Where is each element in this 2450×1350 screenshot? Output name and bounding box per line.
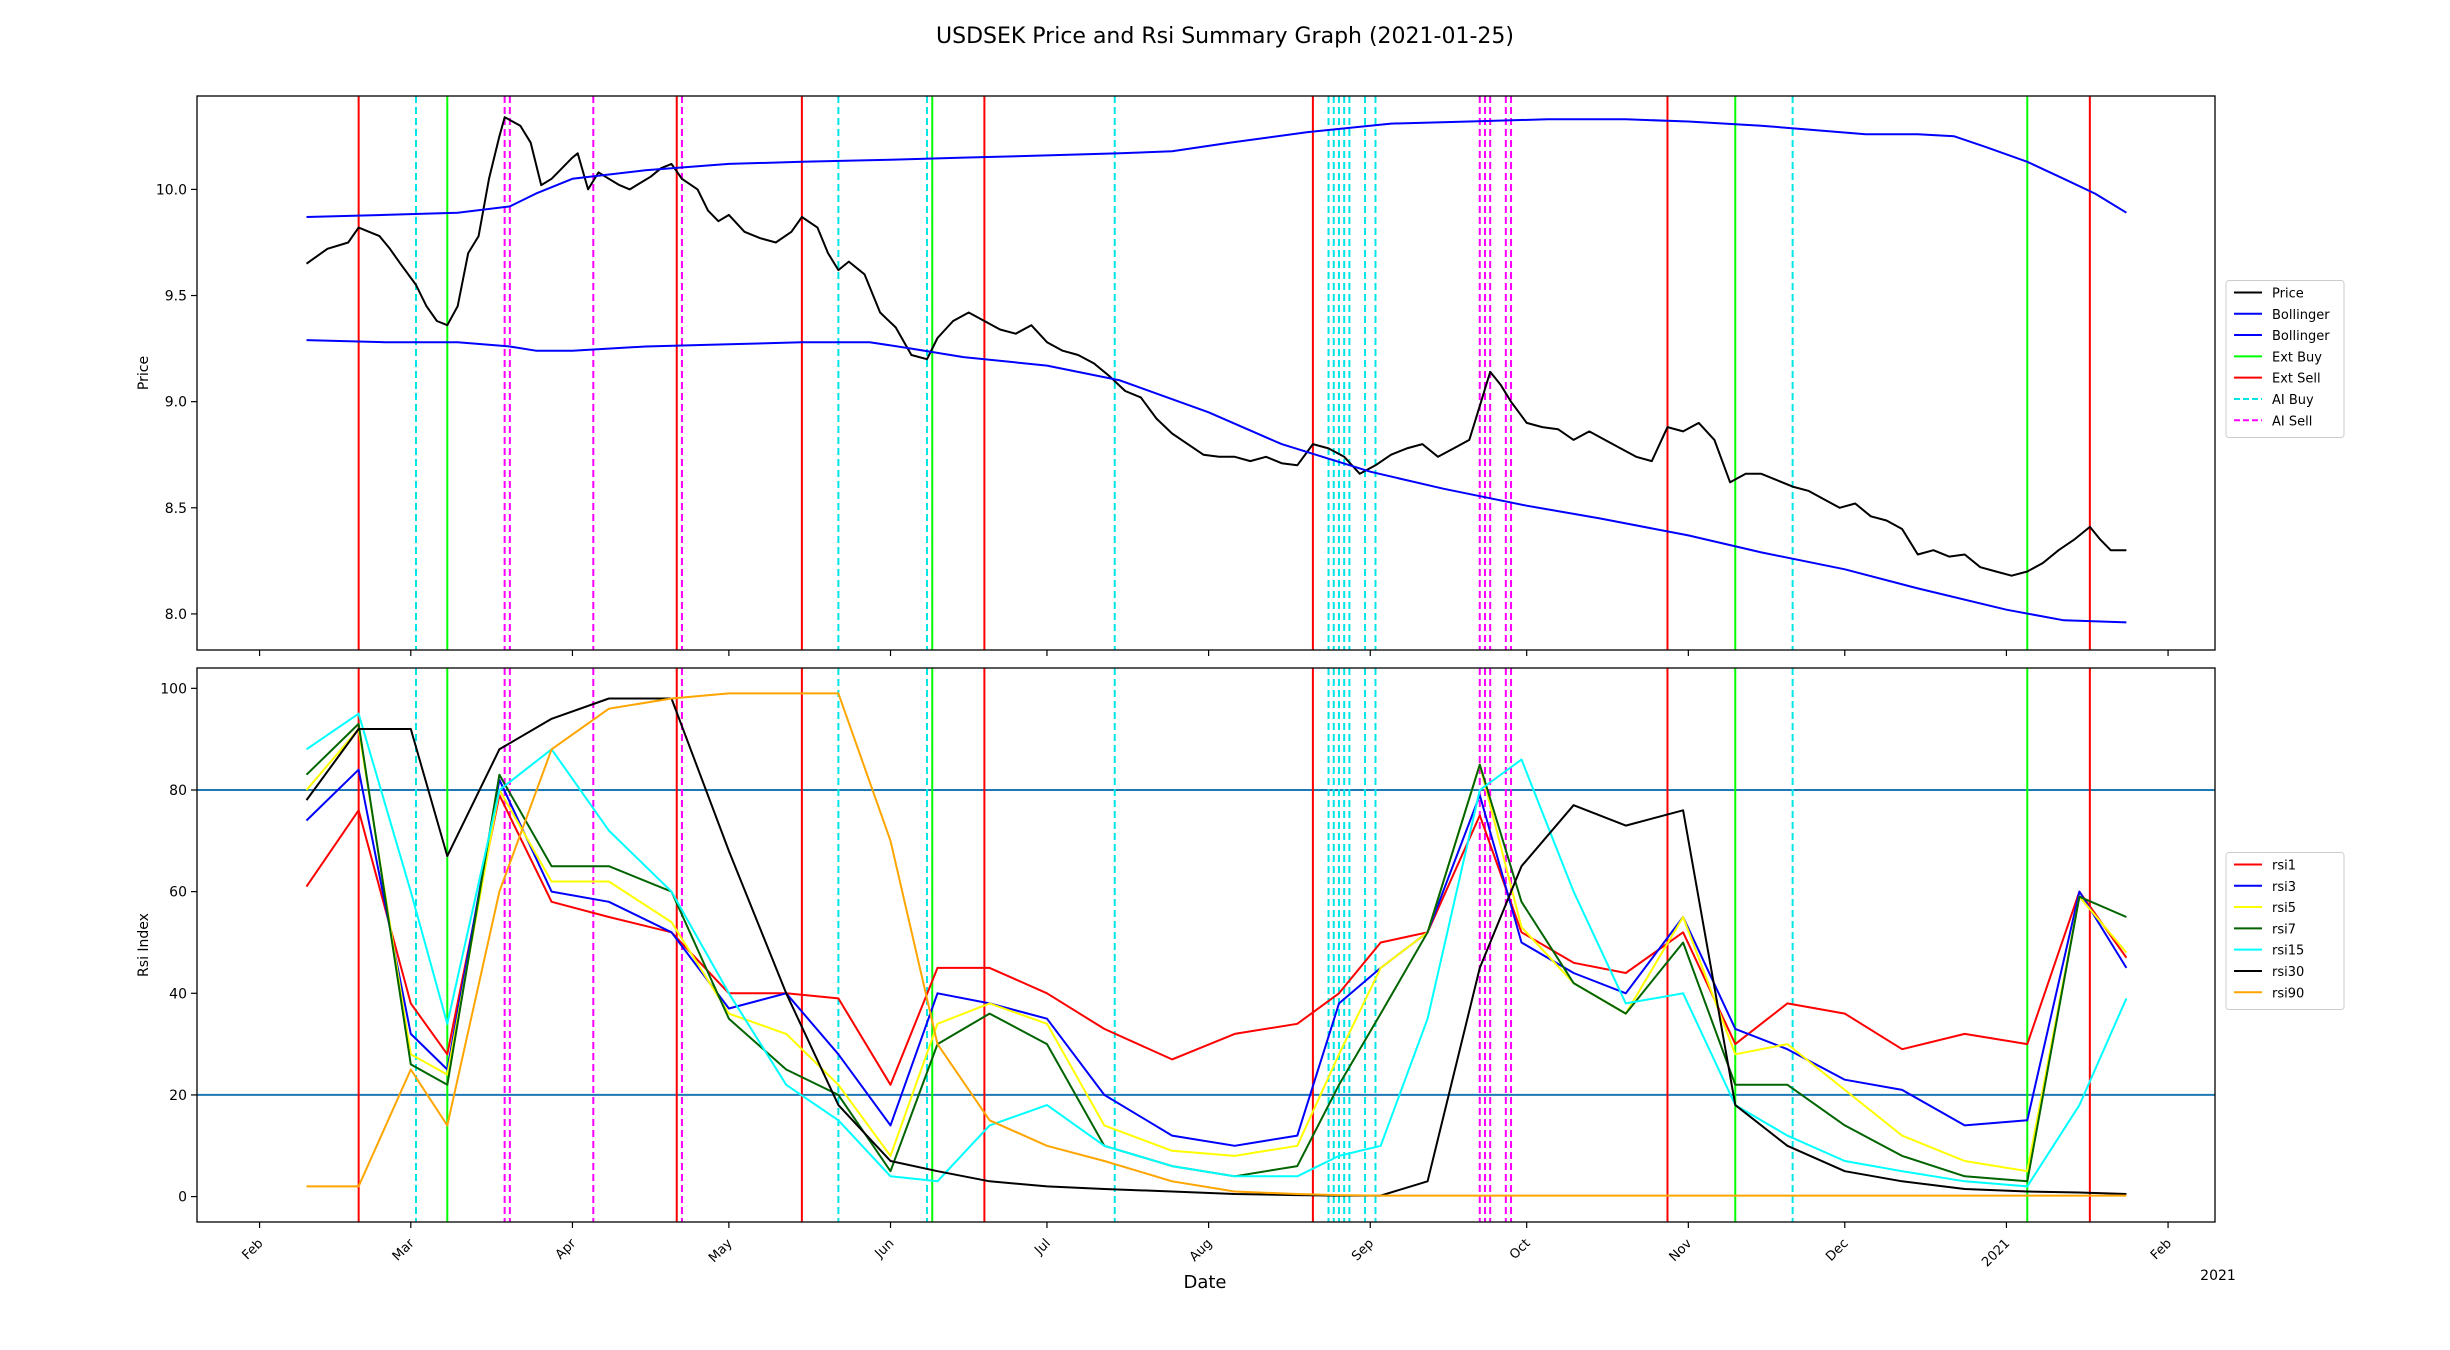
series-rsi5-line [305,728,2128,1173]
legend-entry: Bollinger [2272,308,2330,323]
y-tick-label: 100 [160,681,187,697]
legend-entry: AI Sell [2272,414,2312,429]
y-axis-label: Rsi Index [136,913,152,977]
legend-entry: Ext Buy [2272,350,2322,365]
y-tick-label: 60 [169,885,187,901]
legend-entry: rsi30 [2272,965,2304,980]
y-tick-label: 8.0 [165,607,187,623]
y-tick-label: 8.5 [165,501,187,517]
x-axis-label: Date [1183,1272,1226,1293]
legend-entry: rsi5 [2272,901,2296,916]
year-offset-label: 2021 [2200,1268,2236,1284]
legend-entry: rsi7 [2272,922,2296,937]
legend: Price Bollinger Bollinger Ext Buy Ext Sell AI… [2225,279,2345,439]
legend-entry: rsi1 [2272,858,2296,873]
series-bollinger-line [306,339,2127,624]
y-tick-label: 20 [169,1088,187,1104]
panel-price: 8.0 8.5 9.0 9.5 10.0 Price Price Bollinger Bolli… [136,95,2345,656]
series-bollinger-line [306,118,2127,218]
series-rsi30-line [305,697,2127,1197]
axes-frame [196,95,2216,651]
series-rsi90-line [306,692,2127,1197]
plot-area [305,96,2127,650]
series-rsi1-line [305,794,2128,1086]
legend-entry: Bollinger [2272,329,2330,344]
y-tick-label: 40 [169,986,187,1002]
y-tick-label: 10.0 [156,182,187,198]
plot-area [197,668,2215,1222]
y-axis-label: Price [136,356,152,390]
legend-entry: Price [2272,286,2304,301]
legend-entry: rsi15 [2272,944,2304,959]
legend-entry: AI Buy [2272,393,2314,408]
y-tick-label: 9.0 [165,395,187,411]
legend: rsi1 rsi3 rsi5 rsi7 rsi15 rsi30 rsi90 [2225,851,2345,1011]
axes-frame [196,667,2216,1223]
legend-entry: rsi3 [2272,880,2296,895]
y-tick-label: 0 [178,1190,187,1206]
y-tick-label: 9.5 [165,289,187,305]
legend-entry: rsi90 [2272,986,2304,1001]
figure-title: USDSEK Price and Rsi Summary Graph (2021… [936,24,1514,49]
series-rsi15-line [305,712,2128,1188]
series-price-line [305,116,2127,577]
legend-entry: Ext Sell [2272,372,2321,387]
y-tick-label: 80 [169,783,187,799]
